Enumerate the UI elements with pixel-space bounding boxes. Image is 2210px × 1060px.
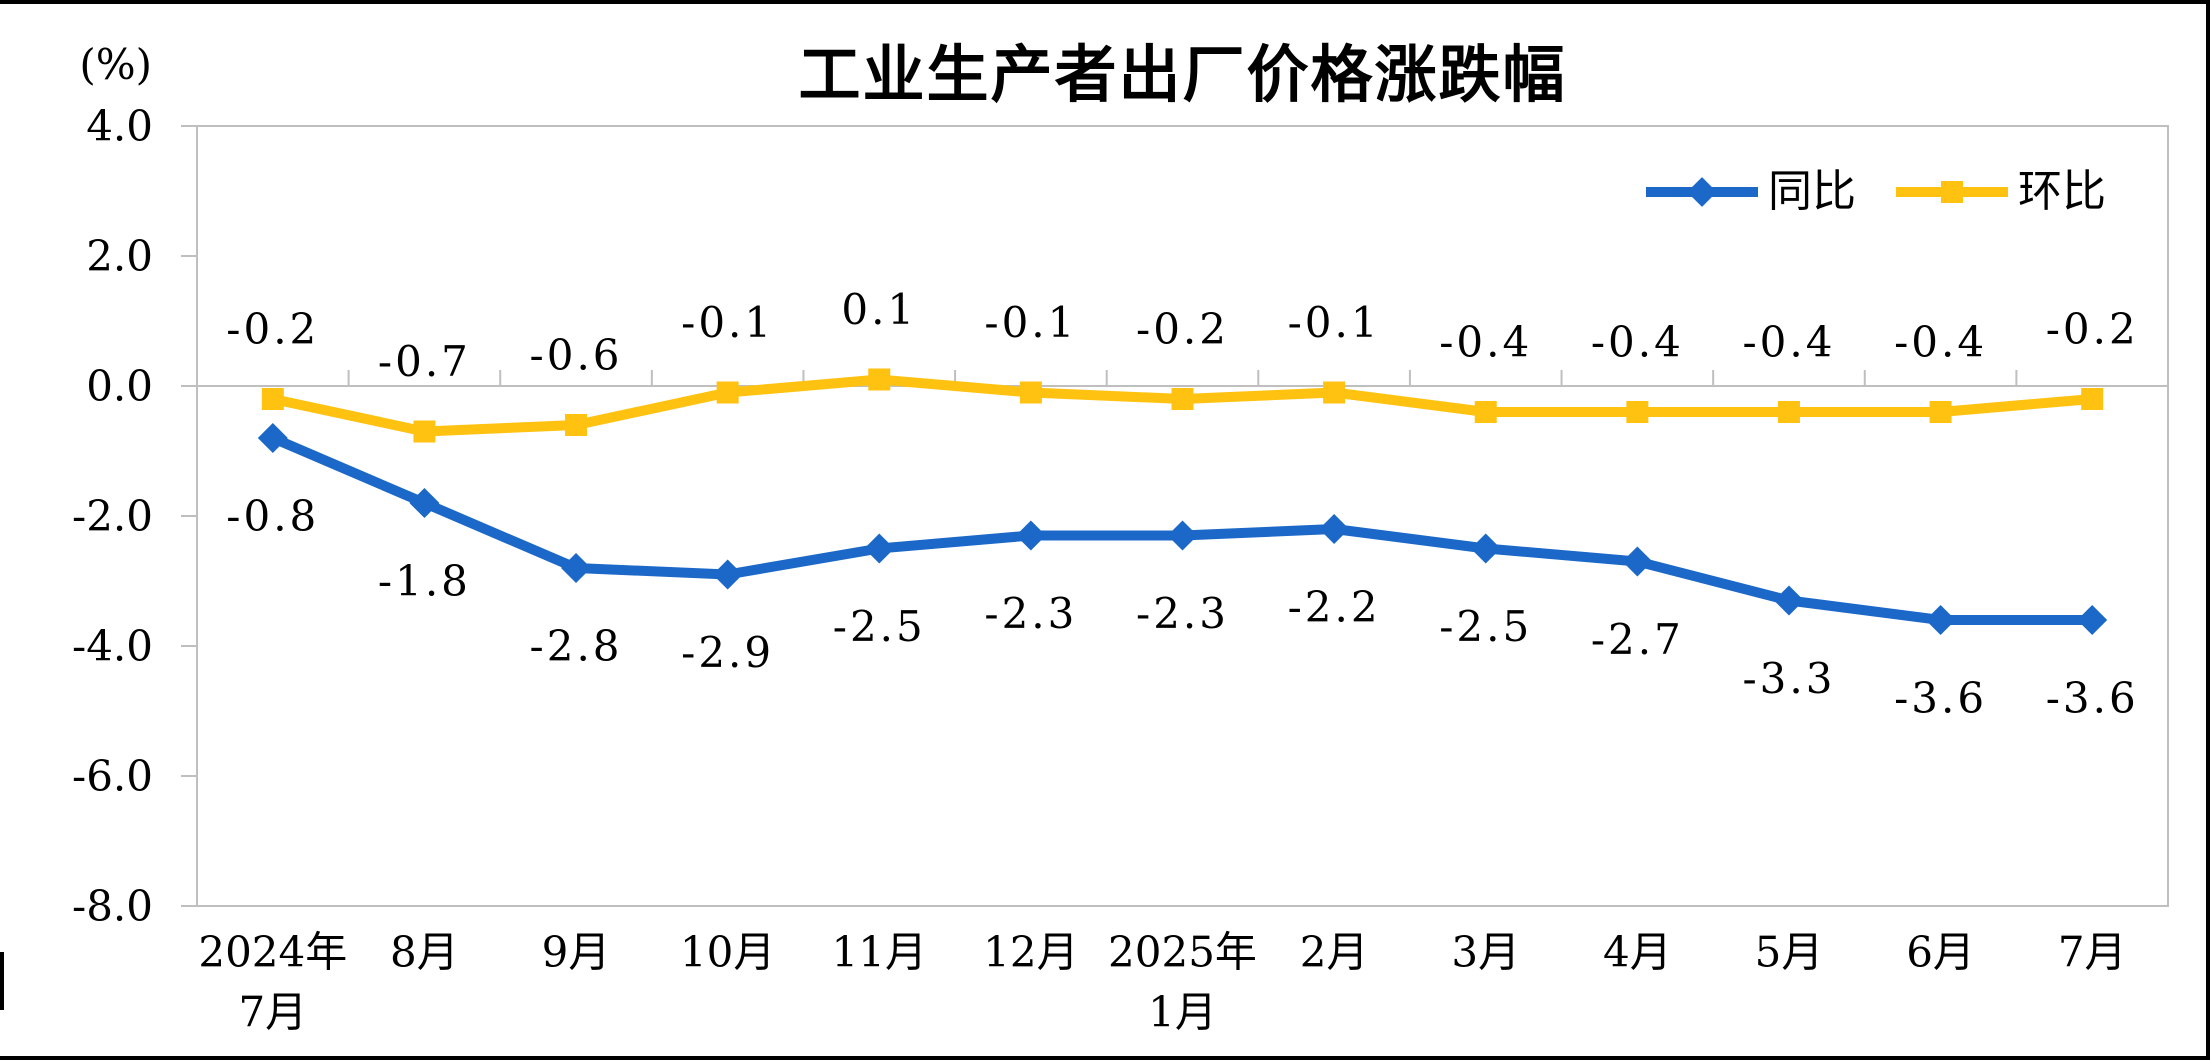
diamond-marker-同比-7 <box>1319 514 1350 544</box>
x-axis-label: 4月 <box>1603 928 1672 977</box>
legend-line-sample-yoy <box>1646 177 1758 207</box>
square-marker-环比-3 <box>716 381 739 404</box>
data-label-环比-5: -0.1 <box>984 298 1077 347</box>
data-label-环比-11: -0.4 <box>1894 318 1987 367</box>
diamond-marker-同比-0 <box>257 423 288 453</box>
data-label-同比-6: -2.3 <box>1136 589 1229 638</box>
data-label-环比-7: -0.1 <box>1288 298 1381 347</box>
x-axis-label: 6月 <box>1906 928 1975 977</box>
square-marker-环比-4 <box>868 368 891 391</box>
x-axis-label: 12月 <box>983 928 1078 977</box>
legend-item-yoy: 同比 <box>1646 170 1856 214</box>
x-axis-label: 2025年 <box>1108 928 1257 977</box>
data-label-同比-4: -2.5 <box>833 602 926 651</box>
data-label-环比-3: -0.1 <box>681 298 774 347</box>
y-axis-tick-label: -4.0 <box>72 622 153 671</box>
image-top-border <box>0 0 2210 4</box>
data-label-环比-8: -0.4 <box>1439 318 1532 367</box>
diamond-marker-同比-8 <box>1470 533 1501 564</box>
legend-line-sample-mom <box>1896 181 2008 203</box>
y-axis-tick-label: 2.0 <box>86 232 153 281</box>
data-label-同比-12: -3.6 <box>2046 674 2139 723</box>
x-axis-label: 5月 <box>1755 928 1824 977</box>
plot-border <box>196 125 2169 907</box>
diamond-marker-同比-10 <box>1773 585 1804 616</box>
data-label-同比-9: -2.7 <box>1591 615 1684 664</box>
diamond-marker-同比-9 <box>1622 546 1653 577</box>
x-axis-label: 10月 <box>680 928 775 977</box>
legend-item-mom: 环比 <box>1896 170 2106 214</box>
data-label-同比-1: -1.8 <box>378 557 471 606</box>
diamond-marker-同比-3 <box>712 559 743 590</box>
diamond-marker-同比-12 <box>2077 605 2108 635</box>
x-axis-label: 9月 <box>542 928 611 977</box>
data-label-同比-11: -3.6 <box>1894 674 1987 723</box>
y-axis-tick-label: 0.0 <box>86 362 153 411</box>
x-axis-label: 2月 <box>1300 928 1369 977</box>
diamond-marker-同比-4 <box>864 533 895 564</box>
data-label-同比-0: -0.8 <box>226 492 319 541</box>
square-marker-环比-1 <box>413 420 436 443</box>
data-label-环比-4: 0.1 <box>841 285 917 334</box>
diamond-marker-同比-5 <box>1015 520 1046 551</box>
square-marker-环比-9 <box>1626 401 1649 423</box>
square-marker-环比-8 <box>1474 401 1497 423</box>
data-label-环比-6: -0.2 <box>1136 305 1229 354</box>
square-marker-环比-6 <box>1171 388 1194 410</box>
diamond-marker-同比-1 <box>409 488 440 518</box>
y-axis-tick-label: -8.0 <box>72 882 153 931</box>
x-axis-label: 8月 <box>390 928 459 977</box>
square-marker-环比-11 <box>1929 401 1952 423</box>
data-label-同比-10: -3.3 <box>1742 654 1835 703</box>
image-left-border-fragment <box>0 952 4 1010</box>
x-axis-label: 11月 <box>832 928 927 977</box>
x-axis-label: 2024年 <box>198 928 347 977</box>
data-label-环比-1: -0.7 <box>378 337 471 386</box>
data-label-同比-7: -2.2 <box>1288 583 1381 632</box>
legend: 同比 环比 <box>1646 166 2106 218</box>
data-label-环比-2: -0.6 <box>530 331 623 380</box>
legend-label-mom: 环比 <box>2018 166 2106 217</box>
x-axis-label-line2: 1月 <box>1148 988 1217 1037</box>
data-label-同比-8: -2.5 <box>1439 602 1532 651</box>
diamond-marker-同比-6 <box>1167 520 1198 551</box>
square-marker-环比-7 <box>1323 381 1346 404</box>
square-marker-环比-0 <box>261 388 284 410</box>
data-label-环比-0: -0.2 <box>226 305 319 354</box>
y-axis-unit-label: (%) <box>79 40 152 89</box>
square-marker-环比-10 <box>1777 401 1800 423</box>
chart-title: 工业生产者出厂价格涨跌幅 <box>798 38 1567 111</box>
image-bottom-border <box>0 1056 2210 1060</box>
square-marker-icon <box>1941 181 1963 203</box>
x-axis-label: 7月 <box>2058 928 2127 977</box>
y-axis-tick-label: 4.0 <box>86 102 153 151</box>
square-marker-环比-12 <box>2081 388 2104 410</box>
diamond-marker-同比-2 <box>561 553 592 583</box>
x-axis-label-line2: 7月 <box>238 988 307 1037</box>
x-axis-label: 3月 <box>1451 928 1520 977</box>
data-label-环比-10: -0.4 <box>1742 318 1835 367</box>
y-axis-tick-label: -2.0 <box>72 492 153 541</box>
image-right-border <box>2206 0 2210 1060</box>
data-label-环比-12: -0.2 <box>2046 305 2139 354</box>
square-marker-环比-2 <box>565 414 588 436</box>
data-label-同比-3: -2.9 <box>681 628 774 677</box>
legend-label-yoy: 同比 <box>1768 166 1856 217</box>
diamond-marker-同比-11 <box>1925 605 1956 635</box>
data-label-环比-9: -0.4 <box>1591 318 1684 367</box>
y-axis-tick-label: -6.0 <box>72 752 153 801</box>
data-label-同比-5: -2.3 <box>984 589 1077 638</box>
square-marker-环比-5 <box>1019 381 1042 404</box>
data-label-同比-2: -2.8 <box>530 622 623 671</box>
